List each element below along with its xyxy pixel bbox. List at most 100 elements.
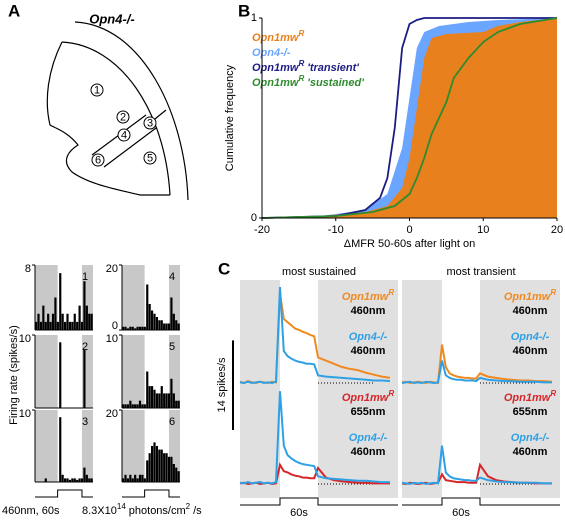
bar bbox=[143, 404, 146, 408]
cdf-line bbox=[261, 17, 557, 219]
bar bbox=[136, 478, 139, 482]
bar bbox=[155, 317, 159, 330]
section-outline bbox=[46, 41, 170, 196]
bar bbox=[126, 328, 130, 330]
bar bbox=[59, 342, 62, 408]
bar bbox=[141, 326, 144, 330]
bar bbox=[44, 478, 47, 482]
bar bbox=[163, 323, 166, 330]
bar bbox=[170, 456, 173, 482]
bar bbox=[148, 386, 151, 408]
bar bbox=[124, 404, 127, 408]
dark-period bbox=[168, 265, 180, 330]
rich-label: Opn1mwR bbox=[252, 29, 304, 44]
bar bbox=[160, 449, 163, 482]
label-part: 8.3X10 bbox=[82, 505, 117, 517]
dark-period bbox=[168, 410, 180, 482]
region-number: 5 bbox=[147, 152, 153, 164]
region-number: 6 bbox=[95, 154, 101, 166]
cdf-line bbox=[261, 17, 558, 219]
bar bbox=[138, 474, 142, 482]
rich-label: Opn1mwR bbox=[342, 288, 394, 303]
label-part: Opn1mw bbox=[252, 77, 300, 89]
bar bbox=[143, 478, 146, 482]
dark-period bbox=[81, 265, 93, 330]
bar bbox=[141, 404, 144, 408]
bar bbox=[131, 404, 134, 408]
bar bbox=[151, 386, 154, 408]
bar bbox=[59, 417, 62, 482]
dark-period bbox=[81, 335, 93, 408]
bar bbox=[54, 297, 57, 330]
bar bbox=[129, 326, 132, 330]
bar bbox=[160, 320, 163, 330]
superscript: R bbox=[388, 389, 394, 398]
brain-outline bbox=[46, 21, 189, 201]
bar bbox=[175, 400, 178, 408]
panel-number: 6 bbox=[169, 416, 175, 428]
trace bbox=[239, 391, 390, 485]
bar bbox=[146, 284, 149, 330]
bar bbox=[78, 478, 81, 482]
panel-number: 5 bbox=[169, 341, 175, 353]
rich-label: 8.3X1014 photons/cm2/s bbox=[82, 502, 202, 517]
bar bbox=[131, 326, 134, 330]
diagram-title: Opn4-/- bbox=[89, 11, 135, 26]
bar bbox=[129, 400, 132, 408]
bar bbox=[163, 453, 166, 482]
bar bbox=[143, 326, 146, 330]
region-circle bbox=[117, 128, 131, 142]
bar bbox=[83, 467, 86, 482]
x-tick-label: 0 bbox=[406, 224, 412, 236]
bar bbox=[146, 371, 149, 408]
bar bbox=[39, 321, 43, 330]
bar bbox=[78, 305, 81, 330]
bar bbox=[153, 389, 156, 408]
column-title: most sustained bbox=[282, 266, 356, 278]
bar bbox=[153, 442, 156, 482]
label-part: Opn1mw bbox=[504, 291, 552, 303]
bar bbox=[153, 313, 156, 330]
panel-label: C bbox=[218, 259, 230, 278]
stimulus-trace bbox=[122, 489, 180, 498]
y-axis-label: Cumulative frequency bbox=[224, 64, 236, 171]
label-part: Opn4-/- bbox=[511, 432, 550, 444]
wavelength: 655nm bbox=[351, 406, 386, 418]
rich-label: Opn1mwR'sustained' bbox=[252, 74, 364, 89]
dark-period bbox=[402, 280, 442, 498]
bar bbox=[61, 313, 64, 330]
cdf-area bbox=[262, 18, 557, 218]
bar bbox=[167, 456, 171, 482]
scale-bar-label: 14 spikes/s bbox=[216, 357, 228, 413]
bar bbox=[49, 321, 52, 330]
bar bbox=[165, 393, 168, 408]
panel-label: A bbox=[8, 1, 20, 20]
label-part: Opn4-/- bbox=[349, 432, 388, 444]
bar bbox=[134, 474, 137, 482]
superscript: 14 bbox=[117, 502, 126, 511]
bar bbox=[44, 321, 47, 330]
bar bbox=[126, 404, 130, 408]
x-tick-label: -10 bbox=[328, 224, 344, 236]
bar bbox=[172, 313, 175, 330]
rich-label: Opn4-/- bbox=[511, 432, 550, 444]
label-part: Opn1mw bbox=[342, 392, 390, 404]
bar bbox=[151, 446, 154, 482]
bar bbox=[71, 478, 74, 482]
wavelength: 460nm bbox=[513, 345, 548, 357]
bar bbox=[148, 304, 151, 330]
outer-arc bbox=[74, 21, 189, 201]
panel-number: 3 bbox=[82, 416, 88, 428]
bar bbox=[136, 404, 139, 408]
dark-period bbox=[122, 410, 145, 482]
label-part: Opn1mw bbox=[342, 291, 390, 303]
y-tick-label: 10 bbox=[19, 408, 31, 420]
bar bbox=[80, 321, 84, 330]
duration-label: 60s bbox=[290, 507, 308, 519]
bar bbox=[158, 393, 161, 408]
region-number: 4 bbox=[121, 129, 127, 141]
bar bbox=[35, 321, 38, 330]
bar bbox=[129, 474, 132, 482]
region-number: 3 bbox=[147, 117, 153, 129]
